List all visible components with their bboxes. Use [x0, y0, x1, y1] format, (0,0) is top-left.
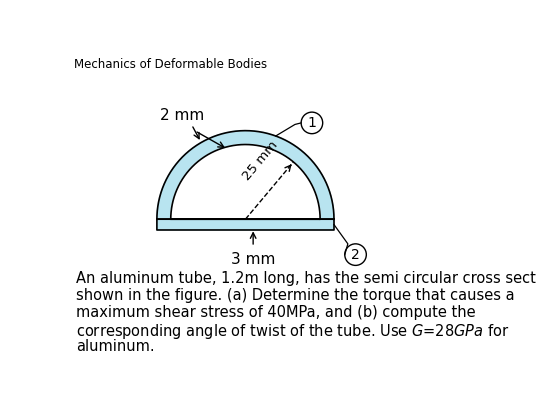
- Text: An aluminum tube, 1.2m long, has the semi circular cross section: An aluminum tube, 1.2m long, has the sem…: [76, 271, 536, 286]
- Text: corresponding angle of twist of the tube. Use $G$=28$GPa$ for: corresponding angle of twist of the tube…: [76, 322, 510, 341]
- Text: shown in the figure. (a) Determine the torque that causes a: shown in the figure. (a) Determine the t…: [76, 288, 515, 303]
- Text: 1: 1: [308, 116, 316, 130]
- Polygon shape: [157, 131, 334, 230]
- Text: maximum shear stress of 40MPa, and (b) compute the: maximum shear stress of 40MPa, and (b) c…: [76, 305, 475, 320]
- Text: 2: 2: [351, 248, 360, 261]
- Text: Mechanics of Deformable Bodies: Mechanics of Deformable Bodies: [75, 58, 267, 71]
- Polygon shape: [171, 144, 320, 219]
- Text: 25 mm: 25 mm: [240, 139, 280, 183]
- Text: 2 mm: 2 mm: [160, 108, 204, 123]
- Text: 3 mm: 3 mm: [231, 251, 276, 266]
- Text: aluminum.: aluminum.: [76, 339, 155, 354]
